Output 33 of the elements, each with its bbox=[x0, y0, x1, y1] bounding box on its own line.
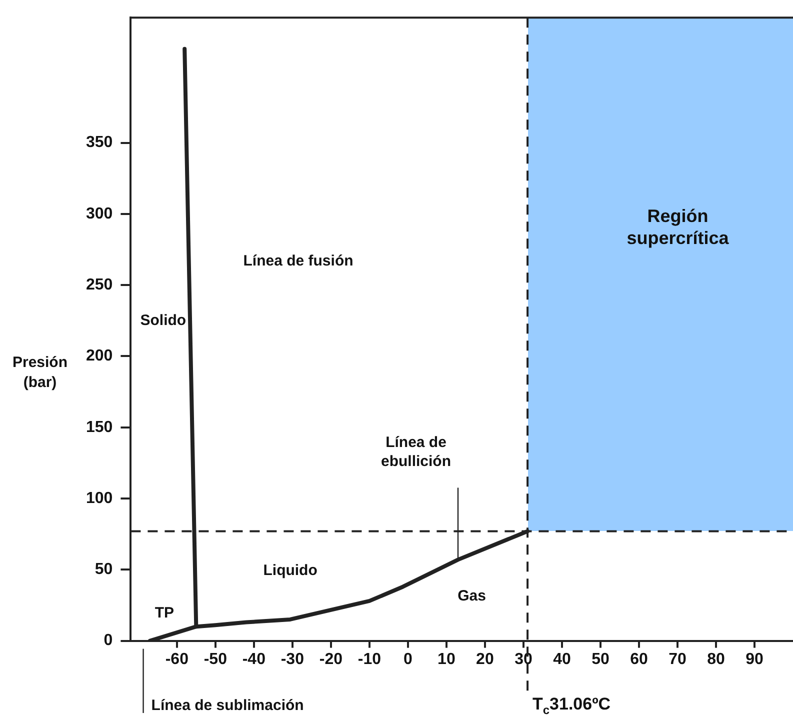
y-tick-label: 150 bbox=[86, 418, 113, 436]
annotation: Liquido bbox=[263, 562, 318, 580]
x-tick-label: 60 bbox=[630, 650, 648, 668]
x-tick-label: 30 bbox=[514, 650, 532, 668]
x-tick-label: 90 bbox=[746, 650, 764, 668]
x-tick-label: -60 bbox=[165, 650, 189, 668]
x-tick-label: 40 bbox=[553, 650, 571, 668]
y-tick-label: 250 bbox=[86, 276, 113, 294]
y-tick-label: 200 bbox=[86, 348, 113, 365]
x-tick-label: -30 bbox=[280, 650, 304, 668]
x-tick-label: 20 bbox=[476, 650, 494, 668]
x-tick-label: 50 bbox=[592, 650, 610, 668]
y-tick-label: 0 bbox=[104, 632, 113, 650]
annotation: Gas bbox=[458, 588, 486, 605]
annotation: Solido bbox=[140, 312, 186, 330]
x-tick-label: -40 bbox=[242, 650, 266, 668]
x-tick-label: -20 bbox=[319, 650, 343, 668]
text: Línea de sublimación bbox=[151, 697, 304, 714]
annotation: Región supercrítica bbox=[626, 206, 730, 248]
y-tick-label: 300 bbox=[86, 205, 113, 222]
y-tick-label: 100 bbox=[86, 490, 113, 507]
x-tick-label: 0 bbox=[403, 650, 412, 668]
y-axis-title: Presión (bar) bbox=[12, 354, 68, 391]
annotation: Línea de fusión bbox=[243, 252, 354, 270]
y-tick-label: 350 bbox=[86, 134, 113, 152]
annotation: TP bbox=[154, 604, 174, 622]
x-tick-label: 10 bbox=[438, 650, 456, 668]
x-tick-label: 80 bbox=[707, 650, 725, 668]
x-tick-label: -10 bbox=[358, 650, 382, 668]
y-tick-label: 50 bbox=[94, 561, 113, 578]
x-tick-label: 70 bbox=[668, 650, 686, 668]
annotation: Línea de ebullición bbox=[380, 434, 452, 470]
x-tick-label: -50 bbox=[204, 650, 228, 668]
